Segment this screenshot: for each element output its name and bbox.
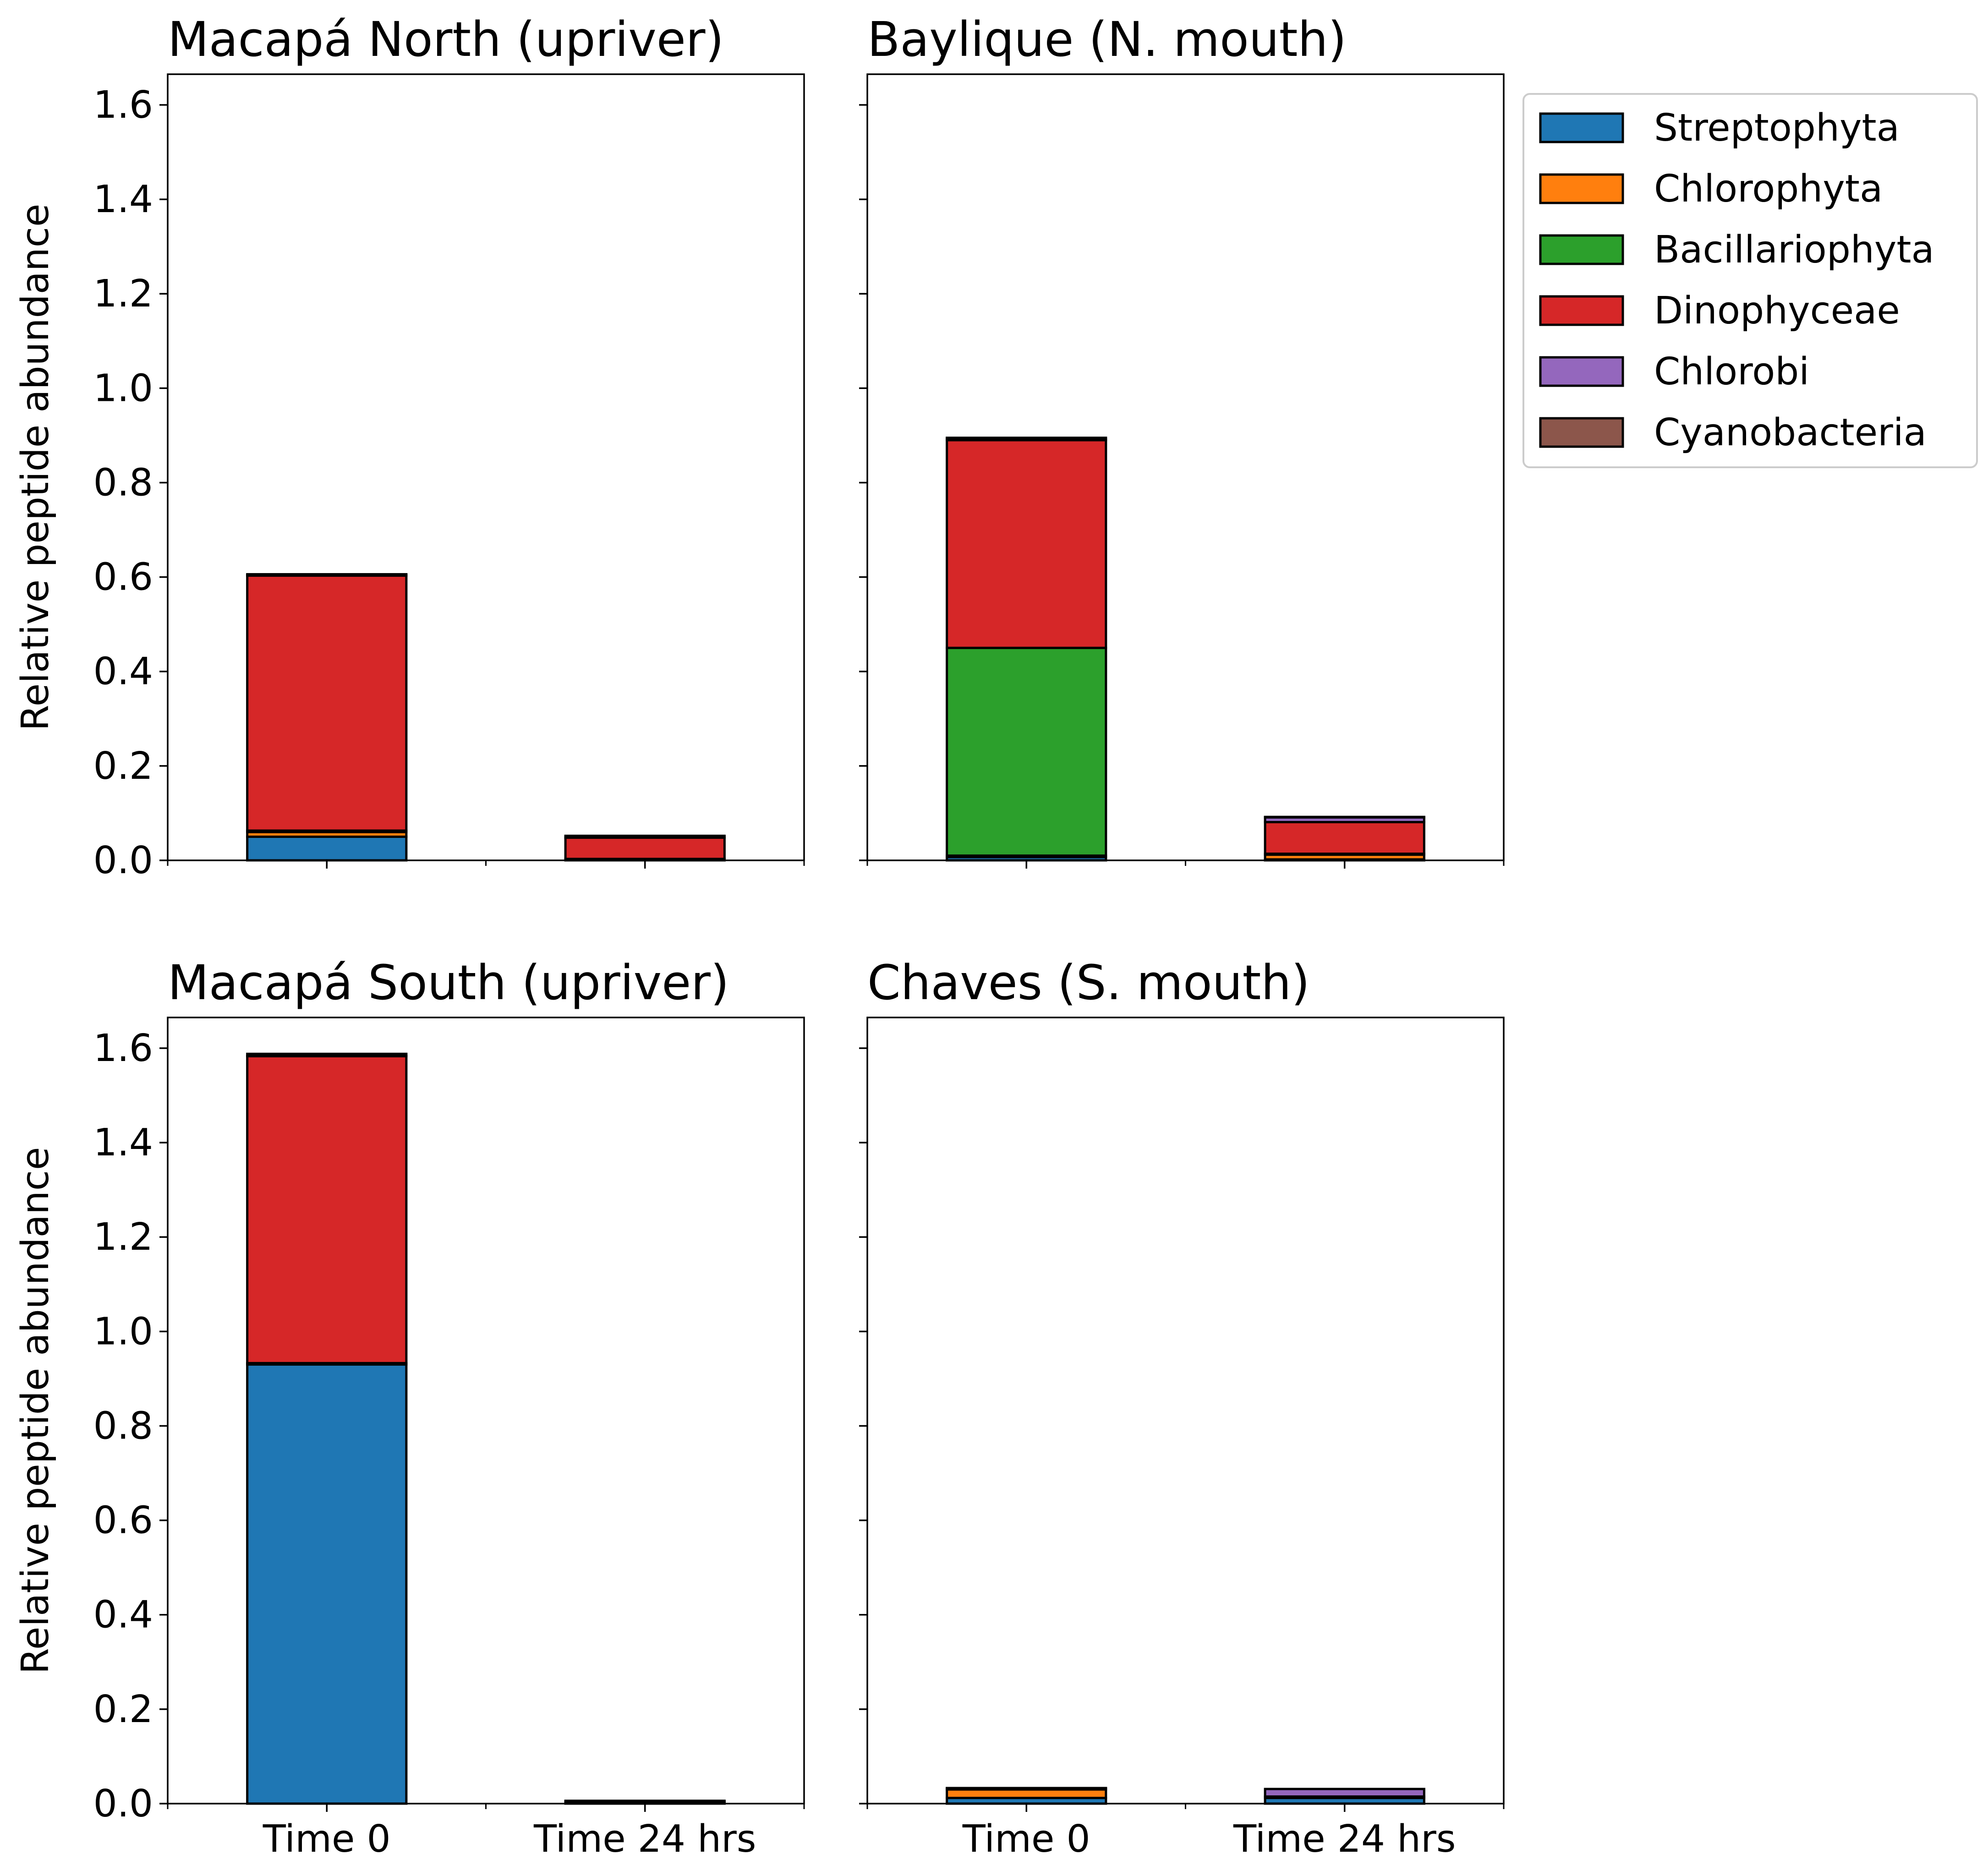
legend-swatch-streptophyta (1539, 112, 1624, 143)
legend-label-chlorophyta: Chlorophyta (1654, 167, 1883, 211)
y-tick-label: 0.0 (93, 839, 153, 882)
panel-title: Macapá South (upriver) (168, 955, 729, 1011)
panel-title: Macapá North (upriver) (168, 11, 724, 67)
y-tick-label: 0.4 (93, 650, 153, 694)
y-tick-label: 1.4 (93, 178, 153, 221)
legend-label-cyanobacteria: Cyanobacteria (1654, 411, 1927, 454)
bar-streptophyta-time-0 (246, 835, 408, 862)
panel-macap-south-upriver: Macapá South (upriver) 0.0 0.2 0.4 0.6 0.8 1.0… (14, 955, 805, 1861)
legend-label-dinophyceae: Dinophyceae (1654, 289, 1900, 333)
bar-cyanobacteria-time-0 (946, 437, 1107, 441)
bar-dinophyceae-time-0 (246, 574, 408, 832)
legend-label-bacillariophyta: Bacillariophyta (1654, 228, 1934, 272)
y-tick-label: 0.2 (93, 744, 153, 788)
y-tick-label: 0.4 (93, 1593, 153, 1637)
panel-chaves-s-mouth: Chaves (S. mouth) Time 0 Time 24 hrs (859, 955, 1505, 1861)
legend-frame (1522, 93, 1978, 468)
legend: Streptophyta Chlorophyta Bacillariophyta Di… (1522, 93, 1978, 468)
x-tick-label: Time 24 hrs (533, 1817, 756, 1861)
bar-chlorobi-time-24-hrs (1264, 1788, 1425, 1798)
bar-chlorophyta-time-0 (946, 1788, 1107, 1799)
bar-bacillariophyta-time-0 (946, 646, 1107, 857)
y-axis-label: Relative peptide abundance (14, 1147, 57, 1674)
legend-swatch-dinophyceae (1539, 295, 1624, 326)
y-tick-label: 1.6 (93, 83, 153, 127)
bar-dinophyceae-time-24-hrs (564, 837, 726, 860)
bar-cyanobacteria-time-24-hrs (564, 834, 726, 838)
panel-baylique-n-mouth: Baylique (N. mouth) (859, 11, 1505, 869)
x-tick-label: Time 24 hrs (1233, 1817, 1456, 1861)
y-tick-label: 0.8 (93, 1404, 153, 1448)
legend-swatch-chlorobi (1539, 356, 1624, 387)
y-tick-label: 0.6 (93, 1499, 153, 1542)
y-tick-label: 0.6 (93, 556, 153, 599)
y-tick-label: 1.4 (93, 1121, 153, 1165)
y-tick-label: 0.0 (93, 1782, 153, 1826)
axes-frame (866, 1017, 1505, 1805)
panel-title: Chaves (S. mouth) (867, 955, 1310, 1011)
bar-dinophyceae-time-24-hrs (1264, 821, 1425, 855)
y-tick-label: 1.6 (93, 1027, 153, 1070)
y-axis-label: Relative peptide abundance (14, 204, 57, 731)
panel-macap-north-upriver: Macapá North (upriver) 0.0 0.2 0.4 0.6 0.8 1.0… (14, 11, 805, 882)
legend-swatch-chlorophyta (1539, 173, 1624, 204)
y-tick-label: 1.2 (93, 1215, 153, 1259)
y-tick-label: 1.0 (93, 1310, 153, 1353)
legend-swatch-bacillariophyta (1539, 234, 1624, 265)
bar-cyanobacteria-time-24-hrs (564, 1799, 726, 1803)
bar-cyanobacteria-time-0 (246, 573, 408, 576)
legend-label-streptophyta: Streptophyta (1654, 106, 1900, 150)
x-tick-label: Time 0 (263, 1817, 391, 1861)
x-tick-label: Time 0 (962, 1817, 1090, 1861)
y-tick-label: 0.2 (93, 1688, 153, 1731)
legend-label-chlorobi: Chlorobi (1654, 350, 1809, 394)
legend-swatch-cyanobacteria (1539, 417, 1624, 448)
panel-title: Baylique (N. mouth) (867, 11, 1347, 67)
bar-dinophyceae-time-0 (246, 1055, 408, 1364)
y-tick-label: 1.0 (93, 366, 153, 410)
y-tick-label: 0.8 (93, 461, 153, 504)
y-tick-label: 1.2 (93, 272, 153, 316)
bar-dinophyceae-time-0 (946, 439, 1107, 649)
bar-cyanobacteria-time-0 (246, 1052, 408, 1057)
bar-streptophyta-time-0 (246, 1363, 408, 1805)
